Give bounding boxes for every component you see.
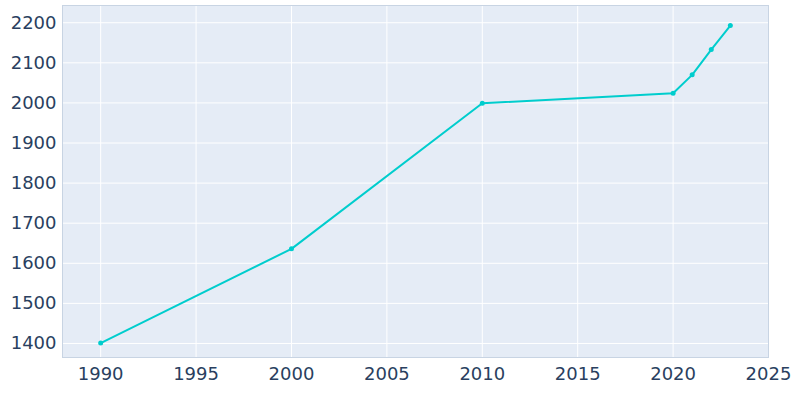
svg-text:2100: 2100 xyxy=(11,52,57,73)
svg-text:1400: 1400 xyxy=(11,332,57,353)
svg-text:2200: 2200 xyxy=(11,11,57,32)
svg-text:1700: 1700 xyxy=(11,212,57,233)
svg-text:1500: 1500 xyxy=(11,292,57,313)
svg-text:2025: 2025 xyxy=(746,363,792,384)
svg-text:1900: 1900 xyxy=(11,132,57,153)
svg-text:2015: 2015 xyxy=(555,363,601,384)
svg-text:2010: 2010 xyxy=(459,363,505,384)
svg-text:1800: 1800 xyxy=(11,172,57,193)
svg-text:1600: 1600 xyxy=(11,252,57,273)
svg-text:1990: 1990 xyxy=(78,363,124,384)
svg-text:2020: 2020 xyxy=(650,363,696,384)
svg-text:2000: 2000 xyxy=(269,363,315,384)
svg-text:1995: 1995 xyxy=(173,363,219,384)
svg-text:2000: 2000 xyxy=(11,92,57,113)
svg-text:2005: 2005 xyxy=(364,363,410,384)
